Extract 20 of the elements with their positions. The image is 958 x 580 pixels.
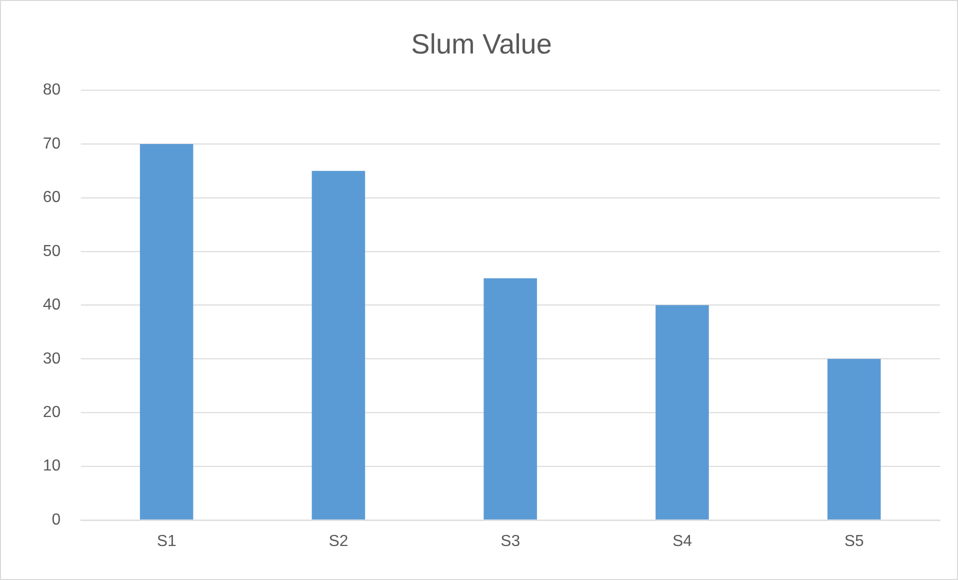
y-tick-label: 20 xyxy=(42,404,61,421)
bar xyxy=(140,144,194,520)
x-tick-label: S4 xyxy=(672,532,692,550)
bar xyxy=(656,305,709,520)
bar xyxy=(312,170,366,520)
y-tick-label: 30 xyxy=(42,350,61,368)
x-tick-label: S5 xyxy=(844,532,864,550)
y-tick-label: 60 xyxy=(42,189,61,206)
bar xyxy=(827,358,881,520)
y-tick-label: 70 xyxy=(42,135,61,152)
y-tick-label: 50 xyxy=(42,242,61,260)
x-tick-label: S1 xyxy=(156,532,176,550)
y-tick-label: 80 xyxy=(42,82,61,99)
chart-title: Slum Value xyxy=(411,28,552,60)
x-tick-label: S3 xyxy=(500,532,520,550)
y-tick-label: 0 xyxy=(52,511,61,528)
y-tick-label: 40 xyxy=(42,296,61,314)
bar xyxy=(484,278,537,520)
x-tick-label: S2 xyxy=(328,532,348,550)
y-tick-label: 10 xyxy=(42,458,61,475)
